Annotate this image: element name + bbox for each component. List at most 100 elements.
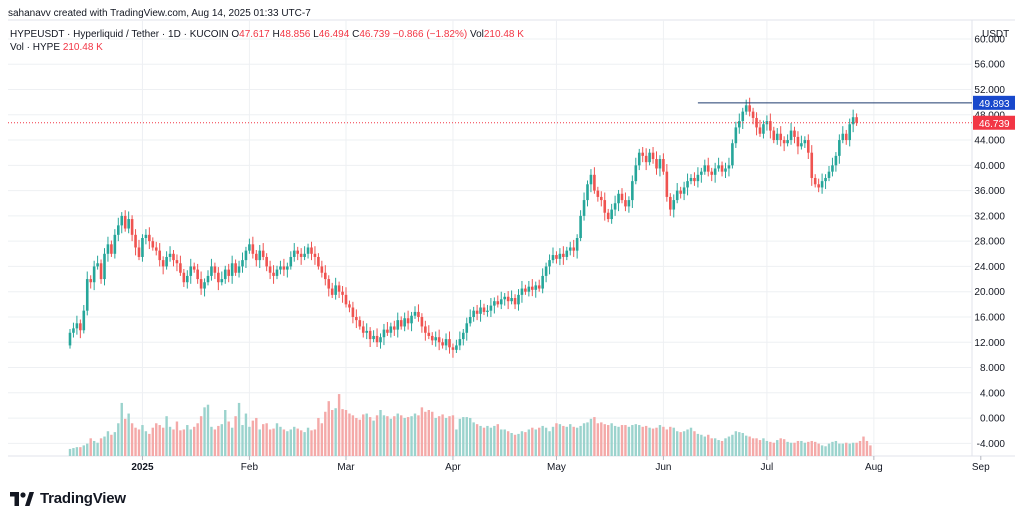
- candle-body: [241, 260, 244, 267]
- candle-body: [130, 219, 134, 235]
- candle-body: [465, 323, 469, 333]
- candle-body: [658, 159, 662, 169]
- candle-body: [631, 181, 634, 201]
- candle-body: [558, 253, 562, 259]
- volume-bar: [827, 443, 831, 456]
- candle-body: [458, 339, 462, 346]
- candle-body: [844, 133, 848, 141]
- tradingview-logo[interactable]: TradingView: [10, 490, 126, 507]
- candle-body: [120, 215, 124, 226]
- high-label: H: [272, 29, 280, 40]
- candle-body: [617, 193, 620, 204]
- candle-body: [299, 253, 303, 257]
- candle-body: [406, 318, 410, 324]
- volume-bar: [320, 423, 324, 456]
- candle-body: [551, 255, 555, 261]
- candle-body: [265, 256, 268, 267]
- candle-body: [503, 296, 506, 300]
- candle-body: [634, 165, 638, 182]
- level-price-badge: [973, 95, 1015, 110]
- candle-body: [637, 152, 641, 166]
- candle-body: [258, 250, 262, 261]
- volume-bar: [265, 423, 268, 456]
- candle-body: [396, 320, 400, 330]
- candle-body: [855, 117, 858, 123]
- candle-body: [482, 307, 486, 312]
- candle-body: [85, 279, 89, 311]
- volume-bar: [717, 440, 720, 456]
- y-tick-label: 40.000: [974, 161, 1005, 172]
- volume-bar: [569, 424, 572, 456]
- candle-body: [113, 234, 117, 254]
- volume-bar: [789, 442, 793, 456]
- candle-body: [417, 311, 420, 317]
- volume-bar: [575, 427, 579, 456]
- candle-body: [141, 238, 144, 257]
- candle-body: [841, 133, 845, 141]
- candle-body: [268, 266, 272, 273]
- candle-body: [838, 140, 841, 156]
- volume-bar: [544, 427, 548, 456]
- volume-bar: [227, 421, 230, 456]
- volume-bar: [793, 442, 796, 456]
- candle-body: [582, 200, 586, 216]
- volume-bar: [196, 423, 199, 456]
- volume-bar: [220, 424, 223, 456]
- y-tick-label: 16.000: [974, 312, 1005, 323]
- volume-bar: [800, 440, 803, 456]
- candle-body: [306, 247, 310, 254]
- volume-bar: [506, 431, 510, 456]
- candle-body: [775, 133, 779, 141]
- candle-body: [562, 253, 565, 257]
- y-tick-label: 4.000: [980, 388, 1005, 399]
- candle-body: [237, 266, 241, 273]
- volume-bar: [96, 442, 99, 456]
- candle-body: [103, 253, 106, 280]
- candle-body: [565, 250, 569, 257]
- volume-bar: [634, 424, 637, 456]
- candle-body: [375, 335, 379, 343]
- volume-bar: [858, 440, 862, 456]
- volume-bar: [189, 429, 192, 456]
- level-price-label: 49.893: [979, 99, 1010, 110]
- candle-body: [330, 288, 334, 295]
- candle-body: [341, 291, 344, 295]
- volume-bar: [817, 443, 820, 456]
- volume-bar: [627, 426, 631, 456]
- candle-body: [213, 266, 217, 273]
- volume-bar: [548, 431, 551, 456]
- candle-body: [462, 332, 465, 340]
- candle-body: [706, 165, 710, 172]
- candle-body: [210, 266, 213, 276]
- candle-body: [572, 247, 575, 251]
- candle-body: [348, 304, 351, 308]
- candle-body: [172, 253, 175, 261]
- volume-bar: [538, 427, 541, 456]
- volume-bar: [493, 425, 496, 456]
- candle-body: [817, 184, 820, 188]
- candle-body: [568, 247, 572, 251]
- candle-body: [399, 320, 403, 327]
- candle-body: [655, 159, 658, 169]
- candle-body: [848, 124, 851, 141]
- y-tick-label: 36.000: [974, 186, 1005, 197]
- candle-body: [227, 269, 230, 276]
- volume-bar: [644, 425, 648, 456]
- candle-body: [358, 320, 362, 327]
- volume-bar: [341, 409, 344, 456]
- volume-bar: [700, 434, 703, 456]
- volume-bar: [824, 446, 827, 456]
- volume-bar: [679, 432, 682, 456]
- volume-bar: [75, 447, 79, 456]
- volume-bar: [603, 424, 606, 456]
- candle-body: [544, 266, 548, 276]
- volume-bar: [851, 442, 855, 456]
- volume-bar: [755, 438, 758, 456]
- candle-body: [292, 250, 296, 257]
- candle-body: [444, 339, 448, 346]
- volume-bar: [469, 417, 472, 456]
- candle-body: [206, 275, 210, 283]
- volume-bar: [68, 448, 72, 456]
- volume-bar: [610, 423, 613, 456]
